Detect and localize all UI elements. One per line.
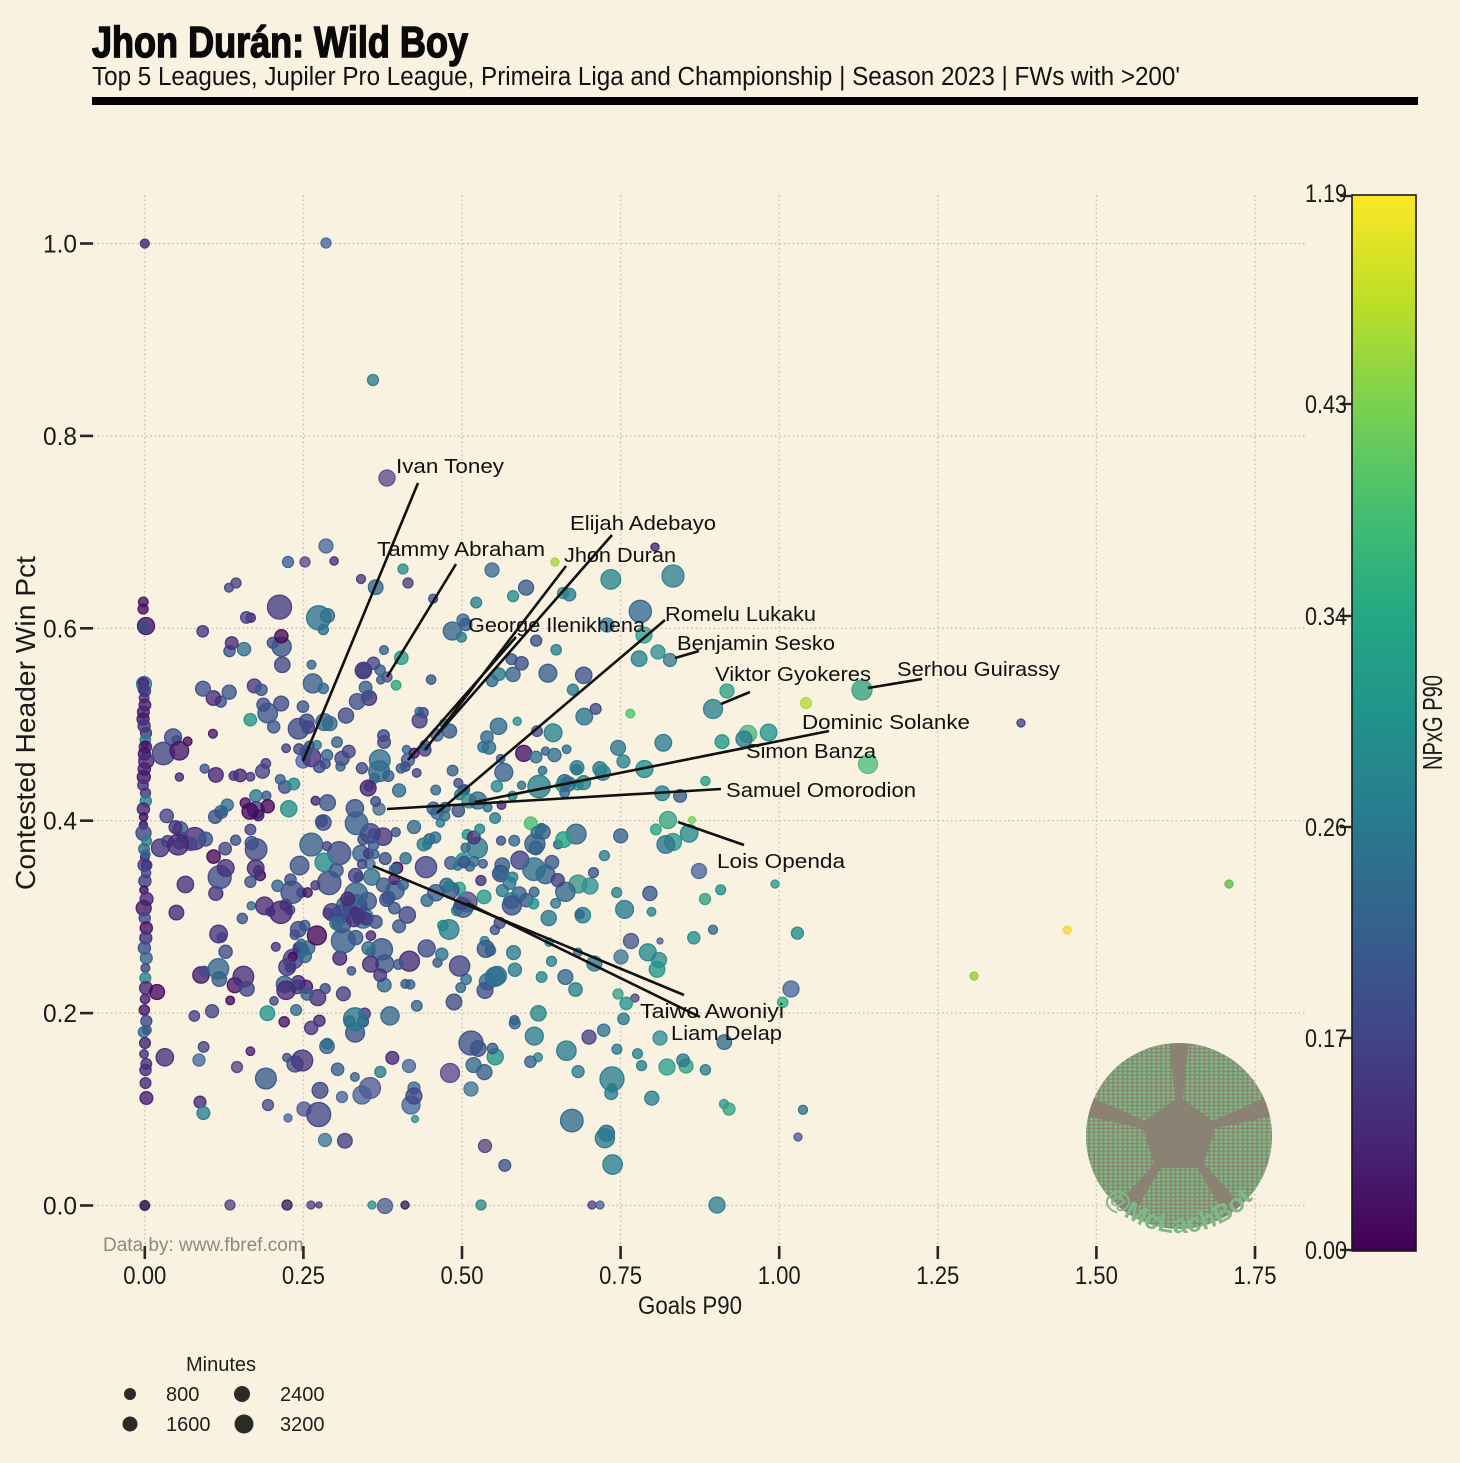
- svg-text:1600: 1600: [166, 1414, 211, 1436]
- svg-text:Viktor Gyokeres: Viktor Gyokeres: [715, 664, 871, 686]
- svg-text:Lois Openda: Lois Openda: [717, 851, 846, 873]
- svg-text:1.75: 1.75: [1234, 1262, 1277, 1290]
- svg-text:George Ilenikhena: George Ilenikhena: [468, 615, 646, 637]
- svg-text:1.19: 1.19: [1305, 180, 1347, 208]
- svg-text:Contested Header Win Pct: Contested Header Win Pct: [10, 556, 41, 890]
- svg-text:1.25: 1.25: [916, 1262, 959, 1290]
- svg-text:Tammy Abraham: Tammy Abraham: [377, 539, 545, 561]
- svg-text:Benjamin Sesko: Benjamin Sesko: [677, 633, 835, 655]
- svg-text:3200: 3200: [280, 1414, 325, 1436]
- svg-text:Serhou Guirassy: Serhou Guirassy: [897, 659, 1060, 681]
- svg-text:0.6: 0.6: [43, 615, 77, 643]
- svg-text:1.50: 1.50: [1075, 1262, 1118, 1290]
- svg-text:0.25: 0.25: [282, 1262, 325, 1290]
- svg-text:Samuel Omorodion: Samuel Omorodion: [726, 780, 916, 802]
- svg-text:0.43: 0.43: [1305, 391, 1347, 419]
- svg-text:Goals P90: Goals P90: [638, 1292, 742, 1320]
- svg-text:0.00: 0.00: [1305, 1237, 1347, 1265]
- svg-text:0.00: 0.00: [123, 1262, 166, 1290]
- svg-text:NPxG P90: NPxG P90: [1417, 675, 1448, 770]
- svg-text:Ivan Toney: Ivan Toney: [396, 456, 504, 478]
- svg-text:0.26: 0.26: [1305, 814, 1347, 842]
- svg-text:0.17: 0.17: [1305, 1025, 1347, 1053]
- svg-text:Romelu Lukaku: Romelu Lukaku: [665, 604, 816, 626]
- svg-text:Simon Banza: Simon Banza: [746, 741, 877, 763]
- svg-text:Minutes: Minutes: [186, 1354, 256, 1376]
- svg-text:Liam Delap: Liam Delap: [671, 1023, 782, 1045]
- svg-text:Taiwo Awoniyi: Taiwo Awoniyi: [640, 1001, 784, 1023]
- svg-text:0.75: 0.75: [599, 1262, 642, 1290]
- svg-text:Data by: www.fbref.com: Data by: www.fbref.com: [103, 1235, 304, 1256]
- svg-text:Top 5 Leagues, Jupiler Pro Lea: Top 5 Leagues, Jupiler Pro League, Prime…: [92, 63, 1180, 91]
- svg-text:0.2: 0.2: [43, 1000, 77, 1028]
- svg-text:800: 800: [166, 1384, 199, 1406]
- svg-text:1.0: 1.0: [43, 231, 77, 259]
- svg-text:Jhon Duran: Jhon Duran: [564, 545, 676, 567]
- svg-text:0.0: 0.0: [43, 1193, 77, 1221]
- svg-text:0.34: 0.34: [1305, 603, 1347, 631]
- svg-text:1.00: 1.00: [758, 1262, 801, 1290]
- svg-text:Elijah Adebayo: Elijah Adebayo: [570, 513, 716, 535]
- svg-text:0.50: 0.50: [441, 1262, 484, 1290]
- svg-text:0.4: 0.4: [43, 808, 77, 836]
- svg-text:0.8: 0.8: [43, 423, 77, 451]
- svg-text:Dominic Solanke: Dominic Solanke: [802, 712, 970, 734]
- svg-text:Jhon Durán: Wild Boy: Jhon Durán: Wild Boy: [92, 18, 468, 67]
- svg-text:2400: 2400: [280, 1384, 325, 1406]
